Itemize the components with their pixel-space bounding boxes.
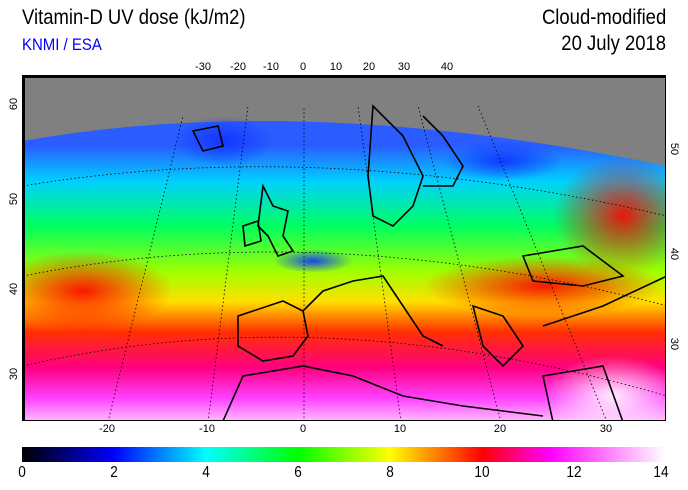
cloud-area	[443, 141, 563, 181]
credit-label: KNMI / ESA	[22, 35, 102, 54]
coastlines	[191, 104, 665, 420]
colorbar-tick: 8	[386, 464, 394, 481]
top-lon-tick: -30	[195, 61, 211, 73]
bottom-lon-tick: 10	[393, 423, 407, 435]
uv-dose-map	[22, 75, 666, 421]
right-lat-tick: 50	[668, 142, 681, 156]
bottom-lon-tick: 0	[299, 423, 307, 435]
colorbar-tick: 12	[566, 464, 582, 481]
colorbar	[22, 447, 666, 462]
top-lon-tick: -10	[263, 61, 279, 73]
top-lon-tick: 40	[440, 61, 454, 73]
top-lon-tick: 30	[397, 61, 411, 73]
frame-ticks	[23, 76, 665, 420]
map-title: Vitamin-D UV dose (kJ/m2)	[22, 6, 246, 29]
right-lat-tick: 30	[668, 337, 681, 351]
top-lon-tick: 0	[299, 61, 307, 73]
top-lon-tick: -20	[230, 61, 246, 73]
colorbar-tick: 4	[202, 464, 210, 481]
colorbar-tick: 6	[294, 464, 302, 481]
left-lat-tick: 40	[8, 282, 21, 296]
top-lon-tick: 10	[329, 61, 343, 73]
uv-field	[23, 121, 665, 420]
right-lat-tick: 40	[668, 247, 681, 261]
colorbar-tick: 2	[110, 464, 118, 481]
mode-label: Cloud-modified	[541, 6, 666, 29]
top-lon-tick: 20	[362, 61, 376, 73]
left-lat-tick: 50	[8, 192, 21, 206]
max-area	[543, 356, 665, 420]
left-lat-tick: 30	[8, 367, 21, 381]
bottom-lon-tick: 30	[599, 423, 613, 435]
colorbar-tick: 0	[18, 464, 26, 481]
colorbar-tick: 10	[474, 464, 490, 481]
left-lat-tick: 60	[8, 97, 21, 111]
bottom-lon-tick: 20	[493, 423, 507, 435]
hotspot	[23, 251, 173, 331]
bottom-lon-tick: -10	[199, 423, 215, 435]
bottom-lon-tick: -20	[99, 423, 115, 435]
colorbar-tick: 14	[653, 464, 669, 481]
map-canvas	[23, 76, 665, 420]
hotspot	[423, 256, 663, 316]
date-label: 20 July 2018	[561, 32, 666, 55]
cloud-area	[273, 249, 353, 273]
cloud-area	[173, 116, 273, 166]
